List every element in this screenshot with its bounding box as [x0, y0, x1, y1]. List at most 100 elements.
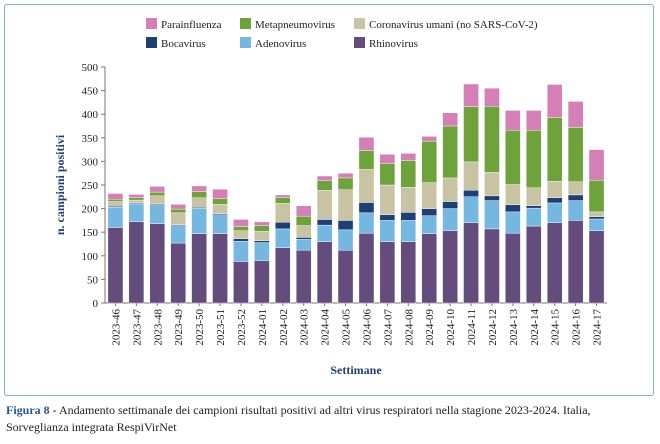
x-tick-label: 2024-01	[257, 309, 269, 346]
bar-segment	[379, 184, 396, 215]
bar-segment	[463, 106, 479, 163]
bar-segment	[295, 237, 312, 240]
y-tick-label: 500	[82, 62, 99, 74]
legend: Parainfluenza Metapneumovirus Coronavirus …	[146, 18, 538, 50]
bar-segment	[400, 241, 417, 304]
bar-segment	[379, 241, 396, 304]
x-axis-title: Settimane	[330, 363, 382, 377]
bar-segment	[505, 204, 521, 213]
bar-segment	[128, 203, 145, 223]
bar-segment	[233, 230, 249, 240]
bar-segment	[505, 130, 521, 185]
bar-segment	[379, 220, 396, 242]
bar-segment	[316, 219, 333, 226]
legend-label: Coronavirus umani (no SARS-CoV-2)	[369, 19, 538, 31]
bar-segment	[275, 222, 291, 230]
legend-label: Metapneumovirus	[255, 19, 335, 31]
y-tick-label: 200	[82, 204, 99, 216]
bar-segment	[588, 230, 605, 304]
bar-segment	[400, 153, 417, 161]
bar-segment	[295, 249, 312, 304]
x-tick-label: 2024-08	[403, 309, 415, 346]
bar-segment	[442, 201, 458, 209]
bar-segment	[107, 193, 124, 200]
y-tick-label: 350	[82, 133, 99, 145]
bar-segment	[400, 160, 417, 188]
y-tick-label: 50	[87, 274, 99, 286]
bar-segment	[442, 208, 458, 231]
x-tick-label: 2023-50	[194, 309, 206, 346]
x-tick-label: 2024-06	[361, 309, 373, 346]
bar-segment	[379, 163, 396, 186]
y-tick-label: 400	[82, 109, 99, 121]
bar-segment	[128, 194, 145, 198]
bar-segment	[546, 197, 563, 204]
bar-segment	[400, 187, 417, 213]
axes: 0 50 100 150 200 250 300 350 400 450 500 2023-46 202…	[82, 62, 607, 346]
bar-segment	[484, 228, 500, 304]
bar-segment	[442, 112, 458, 127]
bar-segment	[275, 203, 291, 223]
bar-segment	[107, 198, 124, 202]
bar-segment	[588, 149, 605, 181]
x-tick-label: 2023-46	[110, 309, 122, 346]
bar-segment	[358, 202, 375, 214]
bar-segment	[442, 125, 458, 179]
bar-segment	[107, 201, 124, 207]
bar-segment	[546, 84, 563, 118]
bar-segment	[526, 207, 542, 227]
y-tick-label: 100	[82, 251, 99, 263]
bar-segment	[233, 238, 249, 242]
bar-segment	[337, 172, 354, 179]
bar-segment	[546, 222, 563, 304]
bar-segment	[588, 211, 605, 217]
bar-segment	[191, 191, 207, 198]
stacked-bar-chart: Parainfluenza Metapneumovirus Coronavirus …	[53, 18, 607, 377]
legend-label: Bocavirus	[161, 38, 206, 50]
bar-segment	[233, 226, 249, 231]
bar-segment	[463, 189, 479, 198]
legend-label: Parainfluenza	[161, 19, 222, 31]
bar-segment	[254, 242, 270, 261]
bar-segment	[442, 177, 458, 202]
bar-segment	[170, 204, 186, 210]
y-tick-label: 150	[82, 227, 99, 239]
bar-segment	[505, 184, 521, 206]
bar-segment	[149, 195, 166, 205]
bar-segment	[107, 227, 124, 304]
bar-segment	[295, 225, 312, 238]
caption-text: - Andamento settimanale dei campioni ris…	[6, 403, 591, 434]
bar-segment	[316, 241, 333, 304]
bar-segment	[212, 233, 228, 304]
x-tick-label: 2024-03	[299, 309, 311, 346]
x-tick-label: 2023-52	[236, 309, 248, 346]
bar-segment	[588, 216, 605, 220]
bar-segment	[526, 130, 542, 189]
bar-segment	[505, 110, 521, 131]
bar-segment	[316, 189, 333, 220]
bar-segment	[233, 219, 249, 227]
legend-label: Adenovirus	[255, 38, 306, 50]
bar-segment	[337, 189, 354, 221]
bar-segment	[484, 195, 500, 201]
legend-swatch	[146, 18, 157, 29]
x-tick-label: 2023-48	[152, 309, 164, 346]
bar-segment	[505, 211, 521, 234]
bar-segment	[421, 215, 437, 234]
bar-segment	[191, 233, 207, 304]
bar-segment	[170, 208, 186, 214]
x-tick-label: 2024-11	[466, 309, 478, 345]
bar-segment	[316, 175, 333, 181]
bar-segment	[567, 127, 584, 182]
bar-segment	[170, 225, 186, 244]
x-tick-label: 2024-12	[487, 309, 499, 346]
x-tick-label: 2024-14	[529, 309, 541, 346]
x-tick-label: 2024-04	[320, 309, 332, 346]
bar-segment	[421, 140, 437, 183]
bar-segment	[316, 180, 333, 191]
bar-segment	[275, 228, 291, 248]
bar-segment	[463, 196, 479, 223]
bar-segment	[254, 240, 270, 243]
x-tick-label: 2024-16	[571, 309, 583, 346]
bar-segment	[526, 225, 542, 304]
